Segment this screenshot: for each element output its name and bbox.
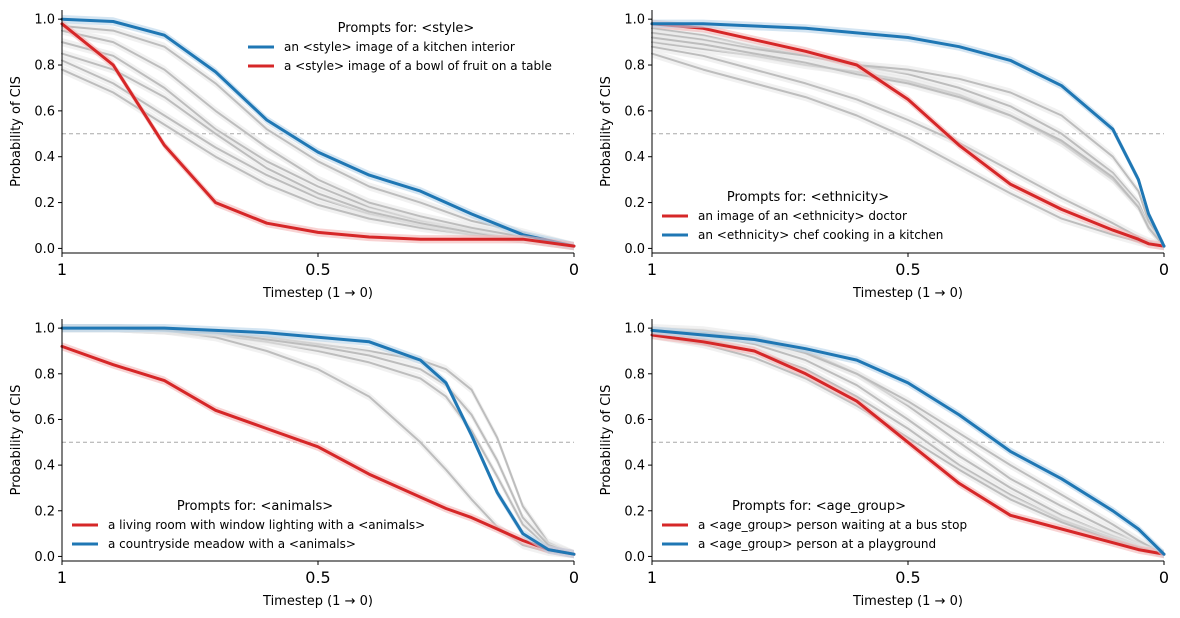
y-tick-label: 0.6 <box>34 104 55 119</box>
x-axis-label: Timestep (1 → 0) <box>852 286 963 301</box>
y-tick-label: 0.2 <box>624 196 645 211</box>
x-tick-label: 1 <box>57 568 67 587</box>
series-band-other <box>62 38 574 251</box>
x-tick-label: 0.5 <box>305 260 330 279</box>
y-tick-label: 0.6 <box>34 413 55 428</box>
y-tick-label: 0.6 <box>624 413 645 428</box>
y-tick-label: 0.8 <box>624 367 645 382</box>
x-axis-label: Timestep (1 → 0) <box>262 594 373 609</box>
series-line-blue <box>60 326 576 556</box>
series-line-other <box>651 31 1165 248</box>
x-tick-label: 0 <box>569 260 579 279</box>
series-line-blue <box>650 22 1166 248</box>
legend-entry-label: a <style> image of a bowl of fruit on a … <box>284 59 552 73</box>
y-tick-label: 0.2 <box>34 196 55 211</box>
y-tick-label: 0.0 <box>624 242 645 257</box>
y-tick-label: 0.8 <box>624 59 645 74</box>
y-tick-label: 0.4 <box>624 150 645 165</box>
y-tick-label: 0.8 <box>34 367 55 382</box>
y-tick-label: 0.0 <box>624 550 645 565</box>
y-tick-label: 1.0 <box>624 322 645 337</box>
series-line-blue <box>60 17 576 248</box>
legend: Prompts for: <ethnicity> an image of an <… <box>662 190 943 242</box>
y-tick-label: 0.4 <box>34 150 55 165</box>
series-line-red <box>650 22 1166 248</box>
y-tick-label: 0.4 <box>34 459 55 474</box>
x-axis-label: Timestep (1 → 0) <box>852 594 963 609</box>
x-tick-label: 0 <box>569 568 579 587</box>
y-tick-label: 0.2 <box>34 504 55 519</box>
legend-title: Prompts for: <ethnicity> <box>727 190 889 205</box>
legend: Prompts for: <age_group>a <age_group> pe… <box>662 499 967 551</box>
y-tick-label: 0.6 <box>624 104 645 119</box>
series-band-other <box>652 28 1164 251</box>
series-line-red <box>60 344 576 556</box>
legend-entry-label: a countryside meadow with a <animals> <box>108 537 356 551</box>
chart-panel-1: 0.0 0.2 0.4 0.6 0.8 1.0 1 0.5 0 Timestep (1 → 0) P… <box>9 10 579 301</box>
legend-entry-label: an <ethnicity> chef cooking in a kitchen <box>698 228 943 242</box>
series-line-other <box>651 36 1165 248</box>
x-tick-label: 0.5 <box>895 260 920 279</box>
legend-entry-label: a <age_group> person at a playground <box>698 537 936 551</box>
y-tick-label: 0.8 <box>34 59 55 74</box>
series-line-red <box>60 22 576 248</box>
legend-title: Prompts for: <style> <box>338 21 475 36</box>
legend-title: Prompts for: <age_group> <box>732 499 906 514</box>
y-tick-label: 0.2 <box>624 504 645 519</box>
x-tick-label: 0 <box>1159 260 1169 279</box>
legend-entry-label: an <style> image of a kitchen interior <box>284 40 515 54</box>
y-axis-label: Probability of CIS <box>599 385 614 496</box>
legend-entry-label: an image of an <ethnicity> doctor <box>698 209 907 223</box>
series-band-other <box>652 328 1164 559</box>
x-tick-label: 0.5 <box>895 568 920 587</box>
y-tick-label: 0.0 <box>34 242 55 257</box>
legend-entry-label: a <age_group> person waiting at a bus st… <box>698 518 967 532</box>
series-line-blue <box>650 328 1166 556</box>
legend: Prompts for: <style> an <style> image of … <box>248 21 552 73</box>
series-line-red <box>650 333 1166 556</box>
series-band-red <box>652 19 1164 251</box>
series-band-red <box>652 330 1164 559</box>
series-band-other <box>62 324 574 559</box>
y-tick-label: 0.4 <box>624 459 645 474</box>
chart-panel-4: 0.0 0.2 0.4 0.6 0.8 1.0 1 0.5 0 Timestep (1 → 0) P… <box>599 319 1169 609</box>
x-tick-label: 1 <box>647 568 657 587</box>
y-tick-label: 1.0 <box>34 13 55 28</box>
chart-panel-3: 0.0 0.2 0.4 0.6 0.8 1.0 1 0.5 0 Timestep (1 → 0) P… <box>9 319 579 609</box>
series-line-other <box>61 29 575 248</box>
x-tick-label: 0.5 <box>305 568 330 587</box>
series-band-other <box>652 326 1164 559</box>
y-axis-label: Probability of CIS <box>9 76 24 187</box>
x-tick-label: 0 <box>1159 568 1169 587</box>
y-tick-label: 1.0 <box>624 13 645 28</box>
x-axis-label: Timestep (1 → 0) <box>262 286 373 301</box>
y-axis-label: Probability of CIS <box>9 385 24 496</box>
legend-entry-label: a living room with window lighting with … <box>108 518 425 532</box>
x-tick-label: 1 <box>647 260 657 279</box>
y-axis-label: Probability of CIS <box>599 76 614 187</box>
y-tick-label: 0.0 <box>34 550 55 565</box>
legend: Prompts for: <animals> a living room with… <box>72 499 425 551</box>
chart-panel-2: 0.0 0.2 0.4 0.6 0.8 1.0 1 0.5 0 Timestep (1 → 0) P… <box>599 10 1169 301</box>
legend-title: Prompts for: <animals> <box>177 499 333 514</box>
x-tick-label: 1 <box>57 260 67 279</box>
y-tick-label: 1.0 <box>34 322 55 337</box>
